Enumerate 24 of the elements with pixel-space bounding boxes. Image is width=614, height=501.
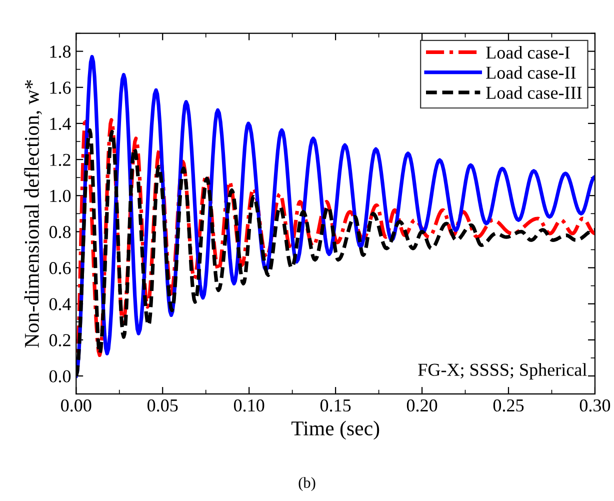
- x-tick-label: 0.00: [61, 399, 92, 412]
- legend-label: Load case-III: [486, 86, 582, 99]
- y-tick-label: 0.2: [49, 334, 70, 346]
- x-tick-label: 0.15: [320, 399, 351, 412]
- y-tick-label: 1.4: [50, 118, 71, 130]
- x-tick-label: 0.25: [493, 399, 524, 412]
- y-tick-label: 0.0: [49, 370, 71, 382]
- y-tick-label: 1.8: [50, 46, 71, 58]
- y-tick-label: 1.6: [50, 82, 71, 94]
- legend-label: Load case-I: [486, 46, 570, 59]
- y-tick-label: 0.6: [49, 262, 71, 274]
- x-tick-label: 0.20: [406, 399, 438, 412]
- y-tick-label: 1.0: [50, 190, 71, 202]
- y-tick-label: 0.8: [49, 226, 71, 238]
- x-axis-title: Time (sec): [291, 420, 380, 440]
- legend-label: Load case-II: [486, 66, 576, 79]
- x-tick-label: 0.30: [580, 399, 610, 412]
- y-axis-title: Non-dimensional deflection, w*: [24, 80, 42, 348]
- text: (b): [298, 477, 316, 491]
- y-tick-label: 1.2: [50, 154, 70, 166]
- y-tick-label: 0.4: [49, 298, 71, 310]
- x-tick-label: 0.05: [147, 399, 178, 412]
- x-tick-label: 0.10: [234, 399, 264, 412]
- annotation: FG-X; SSSS; Spherical: [418, 363, 587, 380]
